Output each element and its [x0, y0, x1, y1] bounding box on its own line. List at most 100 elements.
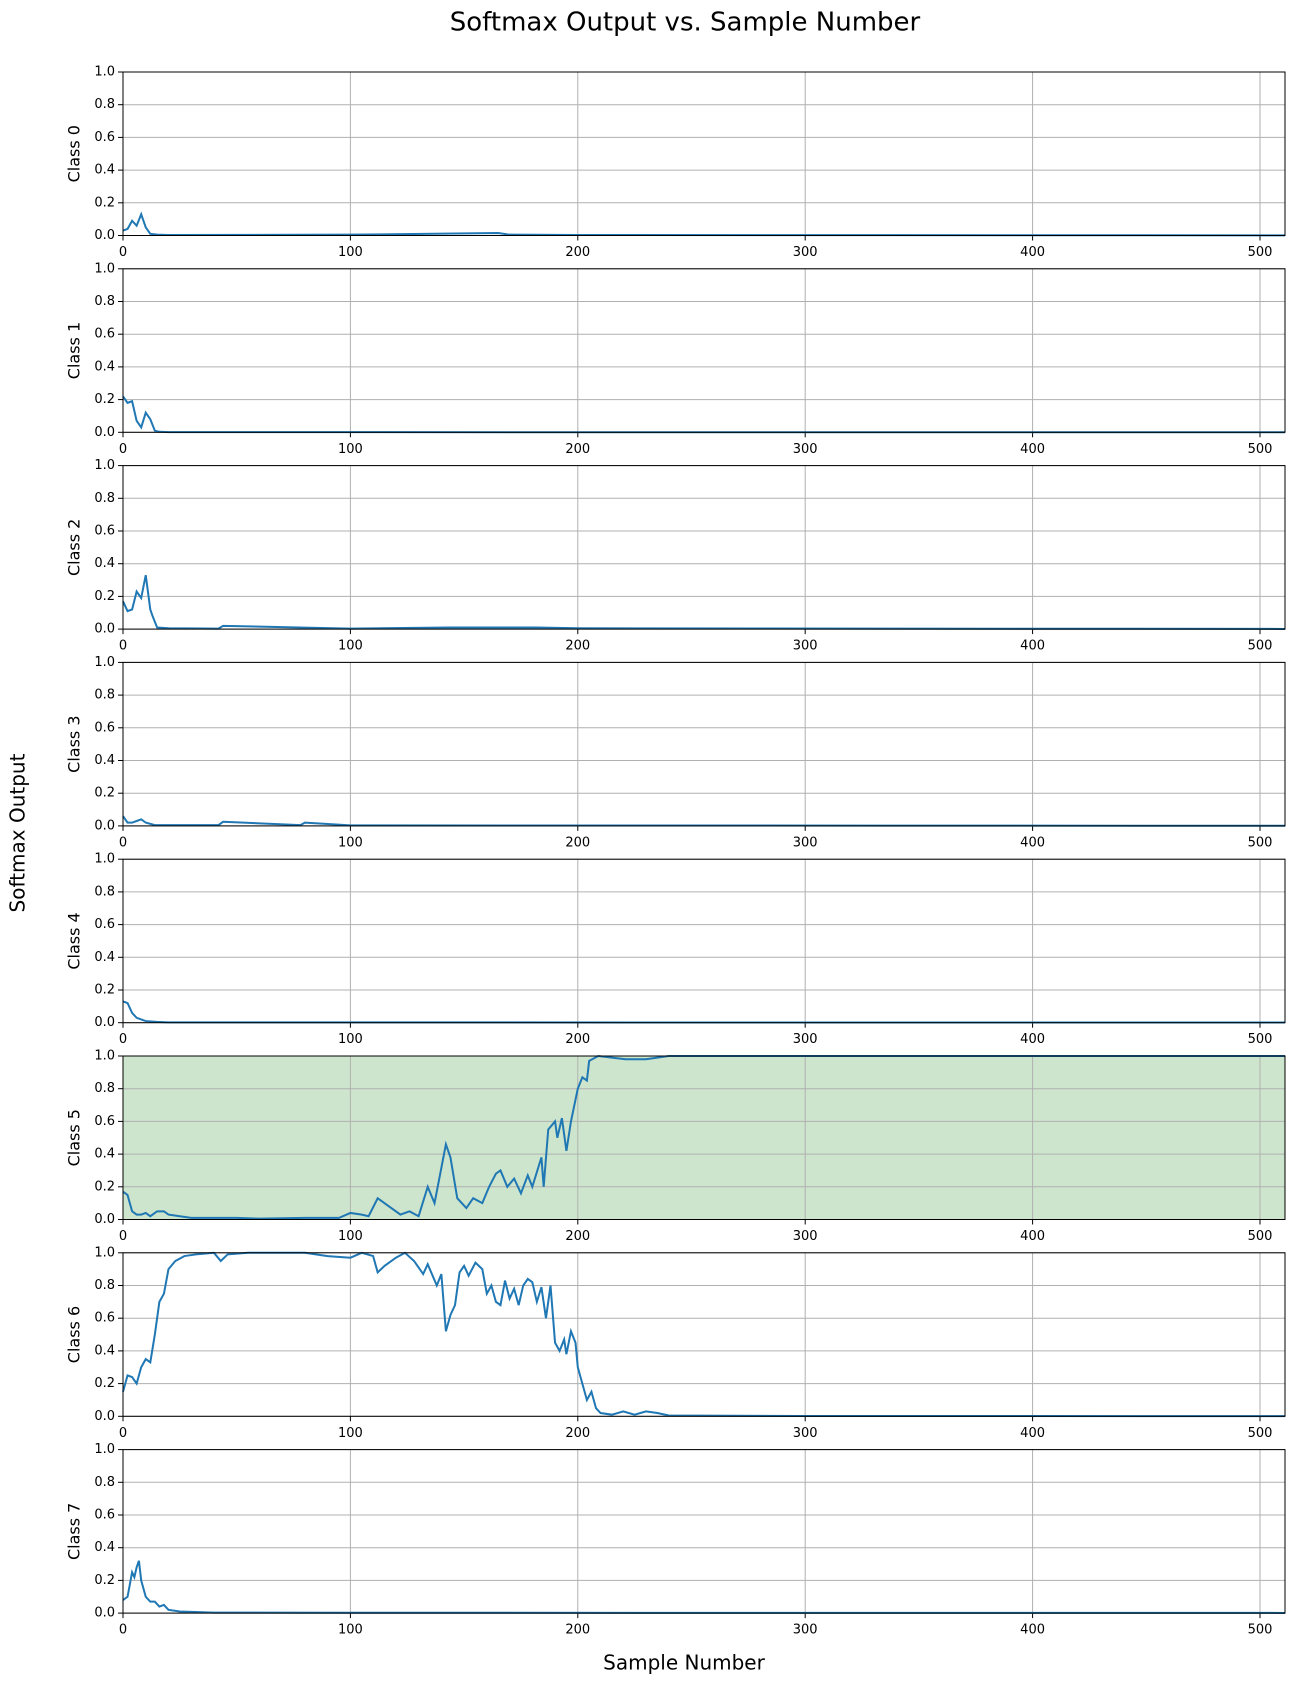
y-tick-label: 0.6: [94, 1114, 115, 1129]
x-tick-label: 200: [565, 639, 590, 654]
x-tick-label: 500: [1248, 835, 1273, 850]
y-tick-label: 0.0: [94, 1409, 115, 1424]
x-tick-label: 300: [793, 639, 818, 654]
x-tick-label: 400: [1020, 639, 1045, 654]
y-tick-label: 0.8: [94, 1475, 115, 1490]
y-tick-label: 0.6: [94, 1508, 115, 1523]
y-tick-label: 0.2: [94, 1376, 115, 1391]
x-tick-label: 500: [1248, 1229, 1273, 1244]
x-tick-label: 100: [338, 1426, 363, 1441]
subplot-y-label: Class 0: [65, 125, 84, 182]
x-tick-label: 100: [338, 1623, 363, 1638]
y-tick-label: 1.0: [94, 261, 115, 276]
y-tick-label: 0.2: [94, 1179, 115, 1194]
y-tick-label: 0.8: [94, 884, 115, 899]
y-tick-label: 0.8: [94, 294, 115, 309]
x-tick-label: 300: [793, 245, 818, 260]
y-tick-label: 0.8: [94, 1278, 115, 1293]
y-tick-label: 0.0: [94, 1606, 115, 1621]
y-tick-label: 0.4: [94, 556, 115, 571]
y-tick-label: 0.6: [94, 720, 115, 735]
y-tick-label: 1.0: [94, 1442, 115, 1457]
x-tick-label: 200: [565, 442, 590, 457]
x-tick-label: 0: [119, 245, 127, 260]
data-line: [122, 815, 1286, 827]
plot-background: [123, 1252, 1285, 1417]
x-tick-label: 500: [1248, 245, 1273, 260]
x-tick-label: 0: [119, 442, 127, 457]
y-tick-label: 0.4: [94, 359, 115, 374]
x-tick-label: 0: [119, 1623, 127, 1638]
subplot-y-label: Class 7: [65, 1503, 84, 1560]
x-tick-label: 400: [1020, 1623, 1045, 1638]
x-tick-label: 0: [119, 639, 127, 654]
data-line: [122, 1560, 1286, 1614]
y-tick-label: 0.6: [94, 524, 115, 539]
y-tick-label: 0.2: [94, 392, 115, 407]
subplot-y-label: Class 5: [65, 1109, 84, 1166]
y-tick-label: 0.2: [94, 195, 115, 210]
y-tick-label: 0.8: [94, 97, 115, 112]
data-line: [122, 574, 1286, 630]
x-tick-label: 200: [565, 1426, 590, 1441]
y-axis-label: Softmax Output: [6, 753, 30, 912]
x-tick-label: 500: [1248, 1623, 1273, 1638]
x-tick-label: 300: [793, 442, 818, 457]
subplot-y-label: Class 4: [65, 912, 84, 969]
x-tick-label: 300: [793, 1623, 818, 1638]
plot-frame: [122, 1449, 1286, 1614]
y-tick-label: 0.4: [94, 1540, 115, 1555]
plot-frame: [122, 268, 1286, 433]
x-axis-label: Sample Number: [603, 1651, 765, 1675]
x-tick-label: 100: [338, 1032, 363, 1047]
x-tick-label: 300: [793, 1426, 818, 1441]
x-tick-label: 200: [565, 835, 590, 850]
x-tick-label: 300: [793, 1032, 818, 1047]
plot-background: [123, 859, 1285, 1023]
x-tick-label: 100: [338, 442, 363, 457]
subplot-y-label: Class 6: [65, 1306, 84, 1363]
y-tick-label: 0.6: [94, 327, 115, 342]
data-line: [122, 211, 1286, 237]
x-tick-label: 500: [1248, 1032, 1273, 1047]
plot-frame: [122, 1252, 1286, 1417]
y-tick-label: 0.4: [94, 950, 115, 965]
y-tick-label: 0.0: [94, 425, 115, 440]
y-tick-label: 0.2: [94, 1573, 115, 1588]
plot-frame: [122, 858, 1286, 1024]
x-tick-label: 200: [565, 245, 590, 260]
plot-background: [123, 268, 1285, 433]
y-tick-label: 0.0: [94, 228, 115, 243]
y-tick-label: 1.0: [94, 655, 115, 670]
data-line: [122, 1251, 1286, 1418]
y-tick-label: 0.6: [94, 130, 115, 145]
x-tick-label: 100: [338, 639, 363, 654]
x-tick-label: 100: [338, 245, 363, 260]
x-tick-label: 0: [119, 1426, 127, 1441]
x-tick-label: 100: [338, 1229, 363, 1244]
y-tick-label: 0.8: [94, 1081, 115, 1096]
x-tick-label: 400: [1020, 442, 1045, 457]
x-tick-label: 0: [119, 835, 127, 850]
subplot-y-label: Class 2: [65, 519, 84, 576]
x-tick-label: 0: [119, 1229, 127, 1244]
y-tick-label: 0.4: [94, 163, 115, 178]
y-tick-label: 1.0: [94, 458, 115, 473]
y-tick-label: 0.0: [94, 1212, 115, 1227]
y-tick-label: 0.4: [94, 753, 115, 768]
y-tick-label: 0.8: [94, 491, 115, 506]
x-tick-label: 300: [793, 835, 818, 850]
plot-background: [123, 465, 1285, 630]
x-tick-label: 500: [1248, 1426, 1273, 1441]
plot-background: [123, 1056, 1285, 1220]
x-tick-label: 0: [119, 1032, 127, 1047]
y-tick-label: 0.0: [94, 622, 115, 637]
y-tick-label: 0.2: [94, 786, 115, 801]
x-tick-label: 200: [565, 1623, 590, 1638]
x-tick-label: 200: [565, 1229, 590, 1244]
x-tick-label: 500: [1248, 639, 1273, 654]
x-tick-label: 400: [1020, 1229, 1045, 1244]
x-tick-label: 400: [1020, 245, 1045, 260]
y-tick-label: 0.0: [94, 818, 115, 833]
